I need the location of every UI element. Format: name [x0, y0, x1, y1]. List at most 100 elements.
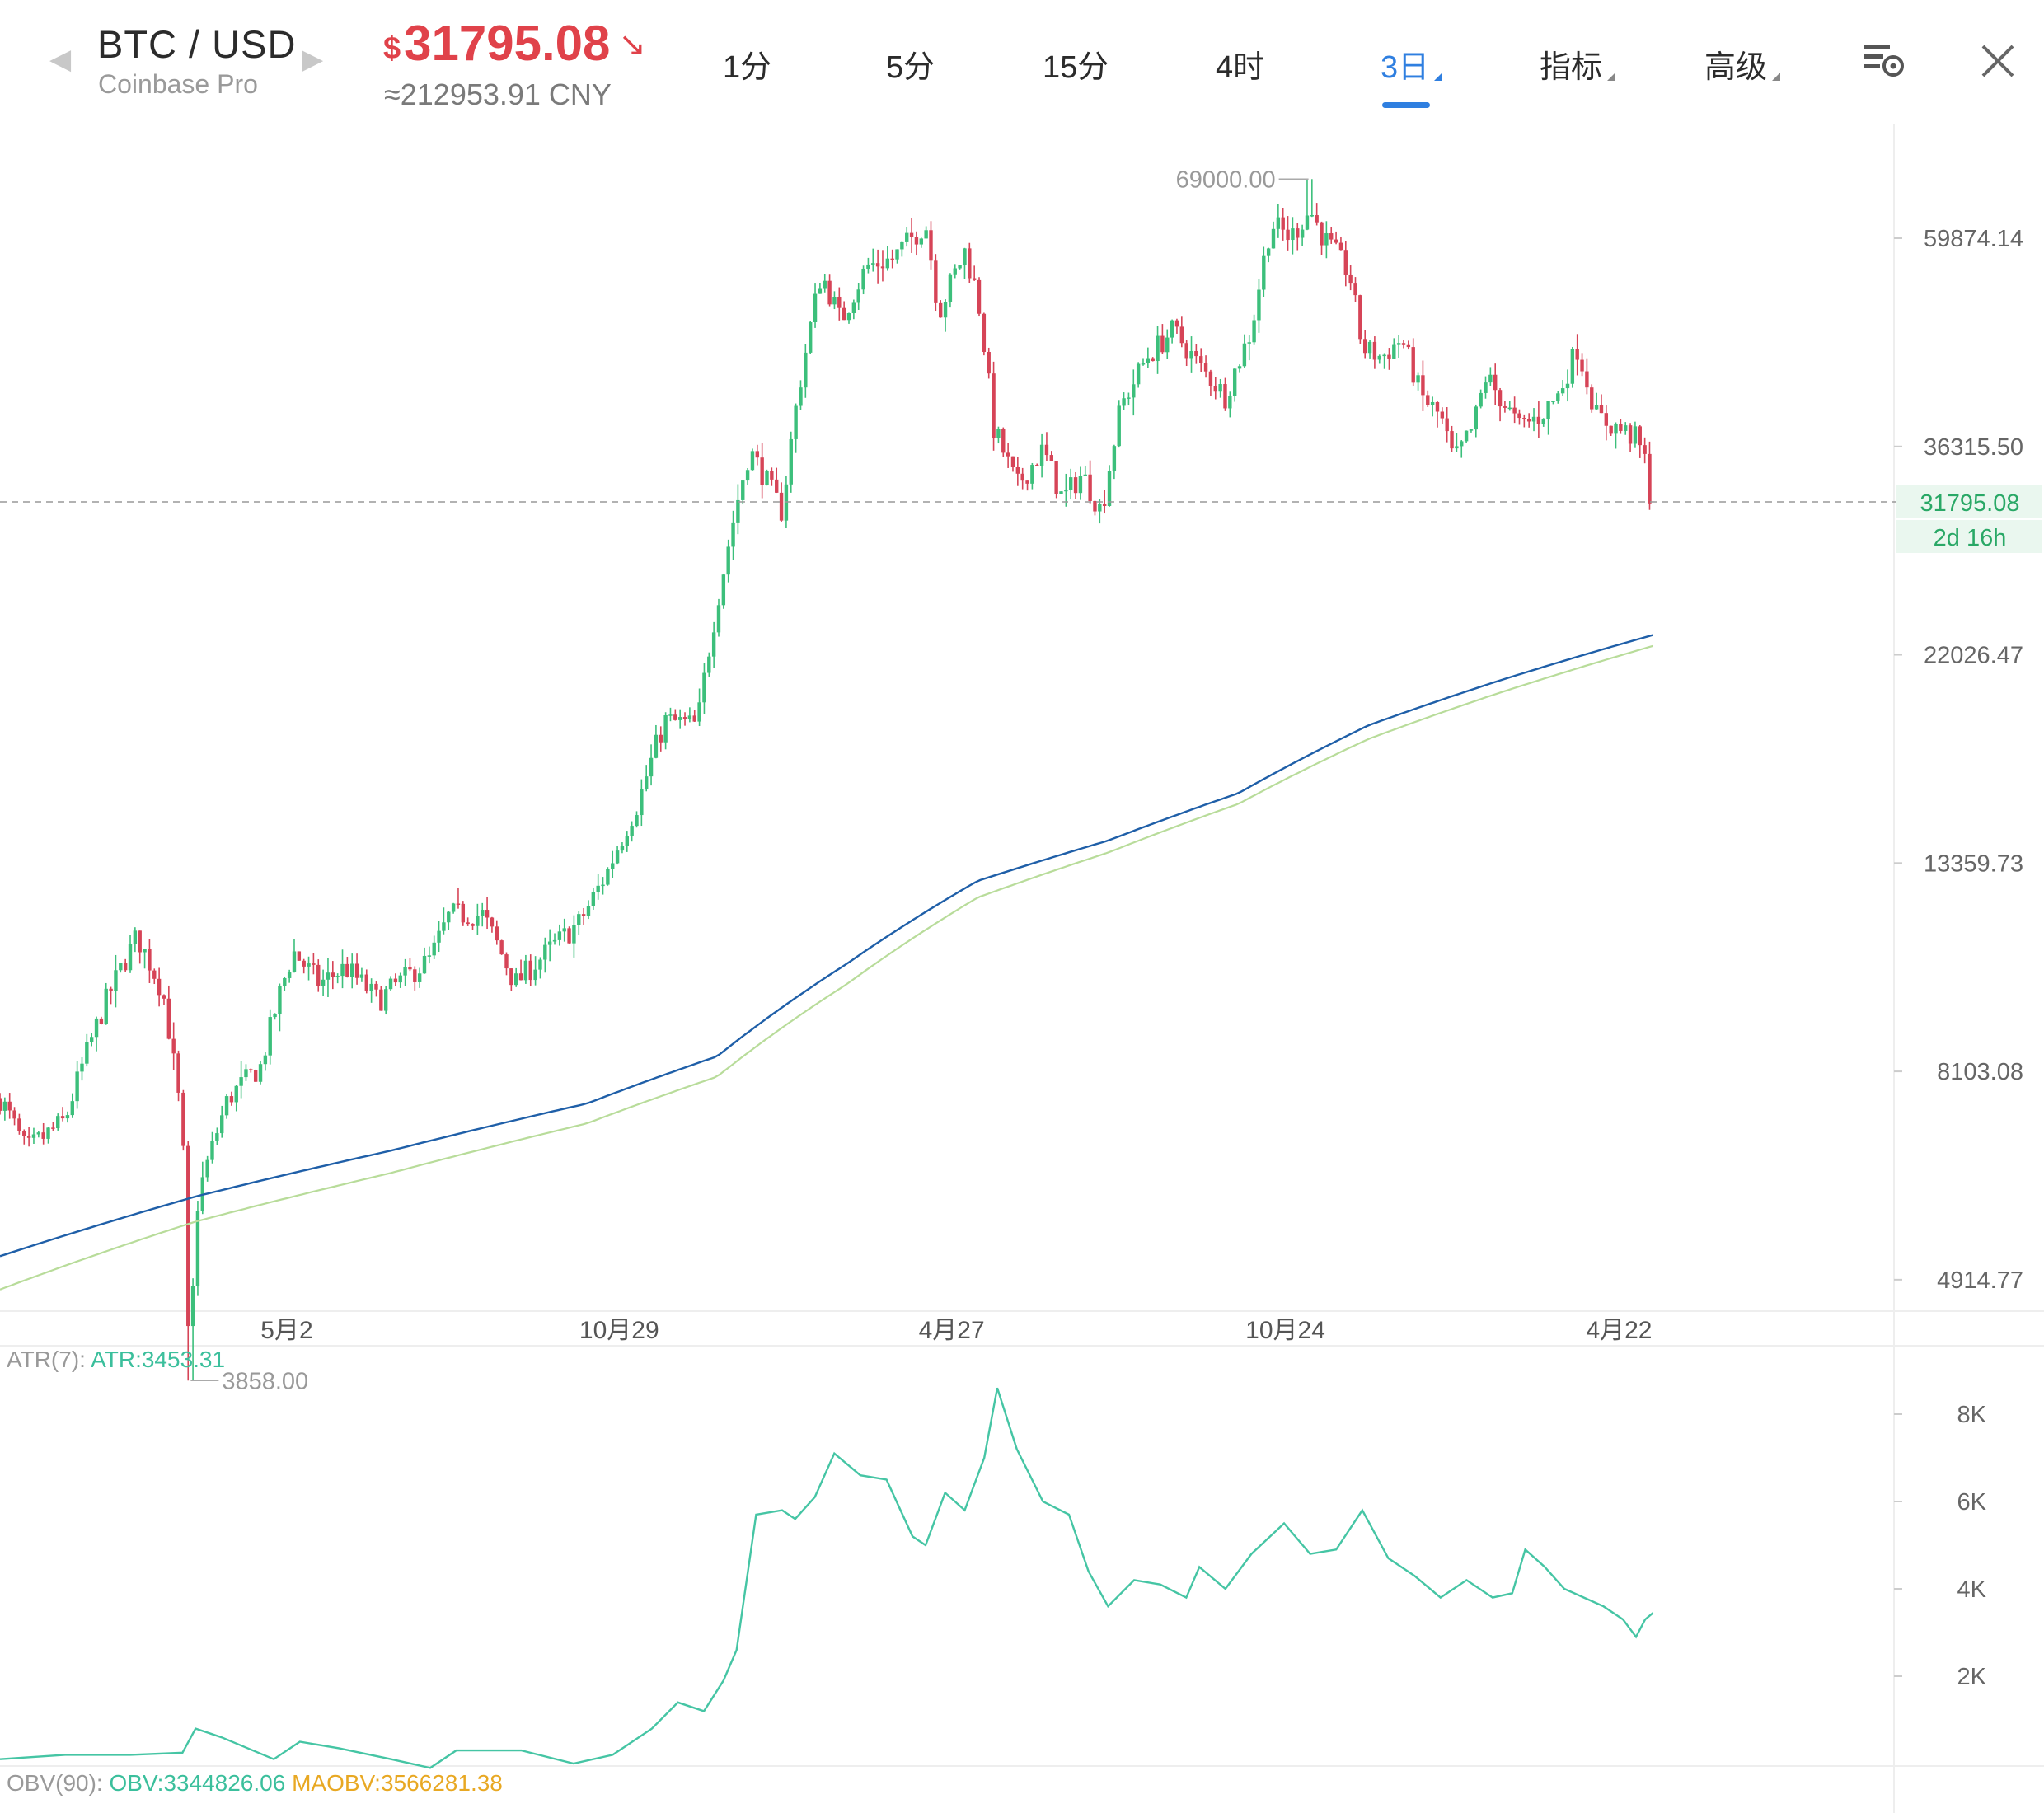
candle-body — [99, 1018, 104, 1024]
candle-body — [1025, 480, 1029, 484]
candle-body — [1599, 405, 1604, 414]
candle-body — [1300, 229, 1305, 238]
candle-body — [1305, 215, 1310, 230]
close-icon[interactable] — [1975, 38, 2024, 84]
candle-body — [388, 978, 393, 990]
candle-body — [326, 972, 331, 980]
candle-body — [1531, 416, 1536, 422]
candle-body — [316, 964, 321, 986]
candle-body — [1208, 371, 1213, 386]
candle-body — [1362, 339, 1367, 354]
candle-body — [1387, 354, 1391, 359]
high-annotation: 69000.00 — [1176, 166, 1276, 193]
candle-body — [1541, 419, 1545, 424]
timeframe-5m[interactable]: 5分 — [886, 50, 935, 85]
candle-body — [1416, 375, 1420, 383]
next-pair-icon[interactable]: ▶ — [302, 44, 324, 75]
candle-body — [1127, 397, 1131, 399]
low-annotation: 3858.00 — [222, 1368, 308, 1394]
candle-body — [929, 230, 933, 261]
candle-body — [615, 850, 620, 864]
candle-body — [1203, 363, 1208, 372]
candle-body — [591, 892, 596, 906]
candle-body — [1498, 390, 1503, 407]
candle-body — [287, 972, 292, 978]
candle-body — [1271, 228, 1276, 249]
candles-group — [0, 179, 1652, 1381]
candle-body — [1565, 383, 1570, 389]
candle-body — [645, 776, 649, 789]
candle-body — [432, 942, 436, 956]
candle-body — [1262, 255, 1266, 290]
candle-body — [1406, 344, 1411, 348]
candle-body — [1035, 465, 1039, 466]
candle-body — [1093, 500, 1097, 512]
maobv-label-value: MAOBV:3566281.38 — [292, 1770, 503, 1796]
candle-body — [56, 1116, 60, 1128]
candle-body — [398, 975, 402, 983]
candle-body — [171, 1038, 176, 1054]
candle-body — [278, 986, 282, 1014]
previous-pair-icon[interactable]: ◀ — [49, 44, 72, 75]
candle-body — [789, 438, 793, 485]
candle-body — [1160, 335, 1165, 353]
candle-body — [745, 470, 750, 481]
candle-body — [538, 959, 542, 970]
timeframe-3d[interactable]: 3日 — [1381, 41, 1443, 87]
candle-body — [2, 1101, 7, 1111]
candle-body — [948, 274, 953, 302]
candle-body — [1179, 326, 1184, 344]
candle-body — [143, 949, 147, 953]
candle-body — [1338, 242, 1343, 251]
candle-body — [875, 263, 880, 267]
candle-body — [682, 717, 687, 719]
candle-body — [65, 1115, 70, 1119]
advanced-menu[interactable]: 高级 — [1704, 41, 1781, 87]
pair-title[interactable]: BTC / USD — [97, 22, 297, 66]
candle-body — [1088, 474, 1092, 501]
chart-settings-icon[interactable] — [1860, 38, 1910, 84]
candle-body — [12, 1110, 16, 1119]
candle-body — [934, 260, 938, 303]
candle-body — [379, 989, 383, 1011]
candle-body — [1474, 406, 1479, 430]
candle-body — [1276, 217, 1281, 229]
candle-body — [1507, 407, 1512, 410]
candle-body — [263, 1055, 268, 1065]
obv-label-value: OBV:3344826.06 — [109, 1770, 286, 1796]
candle-body — [1392, 344, 1396, 359]
y-tick-label: 8103.08 — [1937, 1059, 2023, 1085]
timeframe-4h[interactable]: 4时 — [1216, 50, 1265, 85]
candle-body — [1132, 384, 1136, 398]
candle-body — [239, 1077, 243, 1086]
currency-symbol: $ — [383, 31, 401, 66]
candle-body — [1526, 419, 1531, 422]
candle-body — [673, 714, 677, 720]
atr-tick-label: 8K — [1957, 1402, 1987, 1428]
candle-body — [335, 976, 340, 977]
y-tick-label: 4914.77 — [1937, 1267, 2023, 1294]
atr-tick-label: 6K — [1957, 1489, 1987, 1516]
countdown-label: 2d 16h — [1934, 525, 2007, 551]
timeframe-1m[interactable]: 1分 — [723, 50, 772, 85]
candle-body — [562, 928, 566, 932]
candle-body — [861, 268, 865, 290]
candle-body — [408, 967, 412, 970]
candle-body — [331, 972, 335, 977]
candle-body — [273, 1014, 277, 1018]
timeframe-15m[interactable]: 15分 — [1043, 50, 1109, 85]
candle-body — [1522, 418, 1526, 419]
candle-body — [625, 836, 629, 846]
candle-body — [755, 451, 760, 458]
candle-body — [1112, 446, 1117, 471]
candle-body — [1170, 320, 1174, 338]
candle-body — [1367, 341, 1372, 354]
candle-body — [292, 951, 297, 972]
candle-body — [1030, 465, 1034, 484]
indicators-menu[interactable]: 指标 — [1540, 41, 1616, 87]
candle-body — [70, 1101, 74, 1116]
candle-body — [499, 940, 504, 955]
candle-body — [89, 1037, 94, 1042]
candle-body — [596, 885, 600, 892]
